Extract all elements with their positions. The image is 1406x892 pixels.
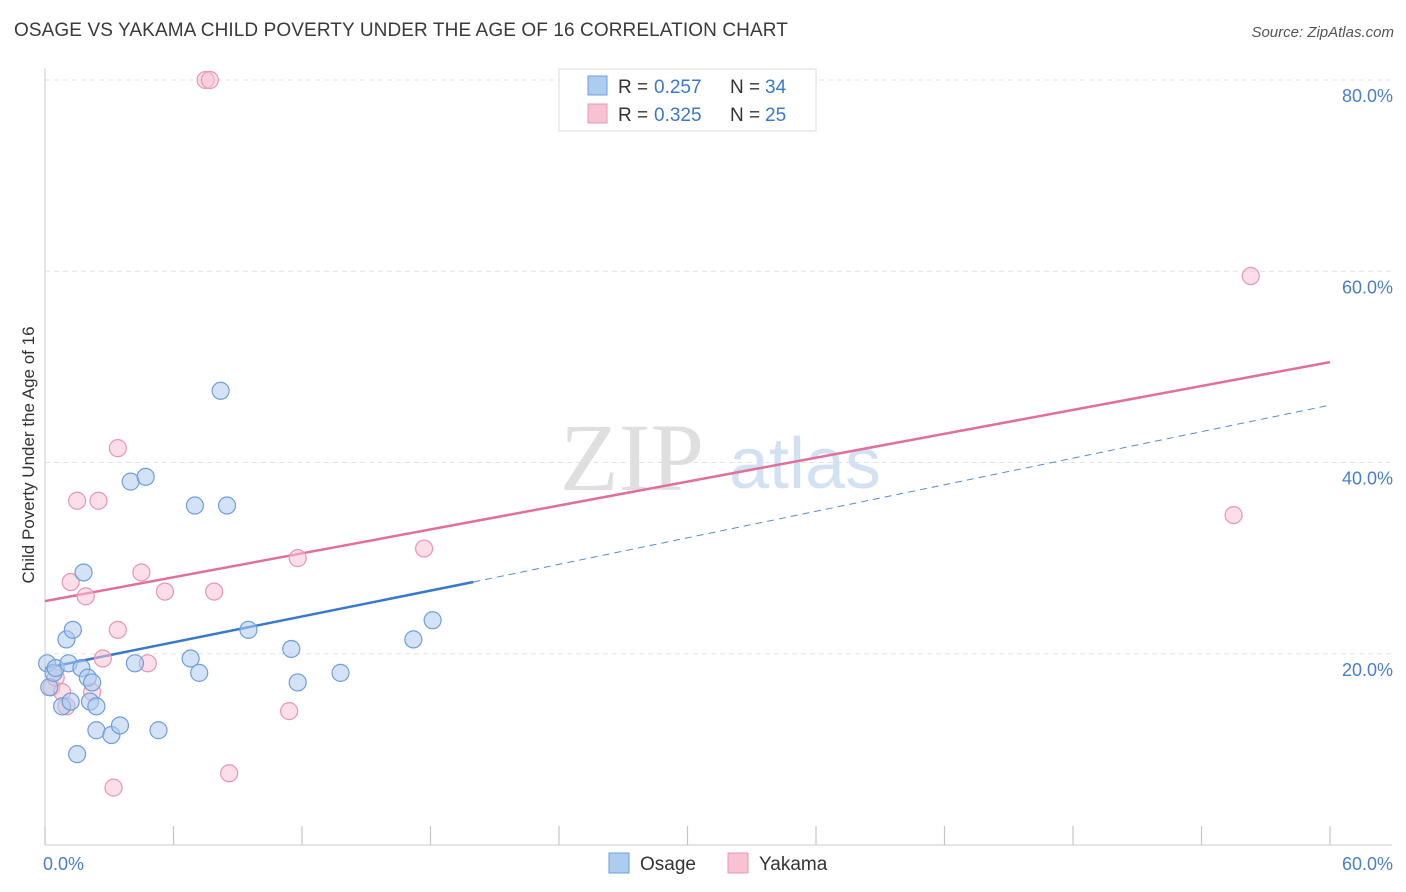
chart-title: OSAGE VS YAKAMA CHILD POVERTY UNDER THE …: [14, 20, 788, 41]
yakama-r-label: R =: [618, 105, 648, 126]
yakama-point: [414, 539, 434, 558]
yakama-bottom-swatch: [727, 852, 749, 874]
x-tick-label: 0.0%: [43, 854, 84, 874]
osage-point: [331, 663, 350, 682]
osage-point: [121, 472, 140, 491]
osage-point: [149, 721, 168, 740]
osage-point: [110, 716, 130, 735]
osage-trend-line: [44, 580, 474, 670]
yakama-n-value: 25: [765, 105, 786, 126]
osage-point: [87, 721, 106, 740]
osage-point: [125, 654, 145, 673]
yakama-point: [76, 587, 95, 606]
yakama-point: [200, 70, 220, 90]
yakama-point: [68, 491, 87, 510]
y-tick-label: 40.0%: [1342, 469, 1393, 489]
osage-point: [61, 692, 80, 711]
osage-bottom-swatch: [608, 852, 630, 874]
data-points: [38, 70, 1260, 797]
osage-point: [87, 697, 106, 716]
yakama-point: [132, 563, 151, 582]
osage-n-value: 34: [765, 77, 787, 98]
osage-r-label: R =: [618, 77, 648, 98]
osage-point: [282, 639, 301, 659]
osage-point: [211, 381, 230, 400]
watermark-atlas: atlas: [729, 424, 881, 504]
y-tick-label: 80.0%: [1342, 86, 1393, 106]
osage-point: [217, 496, 237, 515]
osage-r-value: 0.257: [654, 77, 702, 98]
yakama-n-label: N =: [730, 105, 760, 126]
osage-point: [190, 663, 209, 682]
grid-layer: [45, 79, 1392, 655]
yakama-r-value: 0.325: [654, 105, 702, 126]
y-tick-label: 20.0%: [1342, 660, 1393, 680]
yakama-point: [155, 582, 175, 601]
yakama-point: [280, 702, 299, 721]
x-tick-label: 60.0%: [1342, 854, 1393, 874]
osage-point: [68, 745, 87, 764]
yakama-point: [220, 764, 239, 783]
series-legend: Osage Yakama: [608, 852, 828, 875]
yakama-point: [1241, 266, 1260, 286]
trend-lines: [44, 360, 1331, 670]
osage-point: [83, 673, 102, 692]
osage-point: [288, 673, 307, 692]
y-axis-label: Child Poverty Under the Age of 16: [19, 326, 38, 583]
yakama-point: [108, 620, 127, 639]
osage-point: [239, 620, 258, 639]
osage-trend-extension: [473, 404, 1331, 583]
y-tick-label: 60.0%: [1342, 277, 1393, 297]
osage-n-label: N =: [730, 77, 760, 98]
osage-point: [185, 496, 205, 515]
watermark-zip: ZIP: [560, 404, 704, 511]
yakama-point: [288, 549, 307, 568]
osage-point: [74, 563, 93, 582]
yakama-point: [89, 491, 108, 510]
source-credit: Source: ZipAtlas.com: [1251, 24, 1394, 41]
osage-legend-label: Osage: [640, 854, 696, 875]
osage-point: [136, 467, 155, 486]
yakama-legend-label: Yakama: [759, 854, 828, 875]
yakama-point: [104, 778, 123, 797]
osage-point: [423, 611, 442, 630]
yakama-point: [61, 572, 80, 592]
yakama-point: [108, 439, 127, 458]
osage-legend-swatch: [587, 75, 608, 96]
osage-point: [63, 620, 82, 639]
osage-point: [181, 649, 200, 668]
yakama-point: [205, 582, 224, 601]
watermark: ZIP atlas: [560, 404, 881, 511]
stats-legend: R = 0.257 N = 34 R = 0.325 N = 25: [558, 68, 817, 132]
yakama-point: [93, 649, 112, 668]
osage-point: [404, 630, 423, 649]
axes: 20.0% 40.0% 60.0% 80.0% 0.0% 60.0%: [43, 68, 1393, 874]
yakama-point: [1224, 505, 1243, 525]
yakama-legend-swatch: [587, 103, 608, 124]
yakama-trend-line: [44, 360, 1331, 603]
